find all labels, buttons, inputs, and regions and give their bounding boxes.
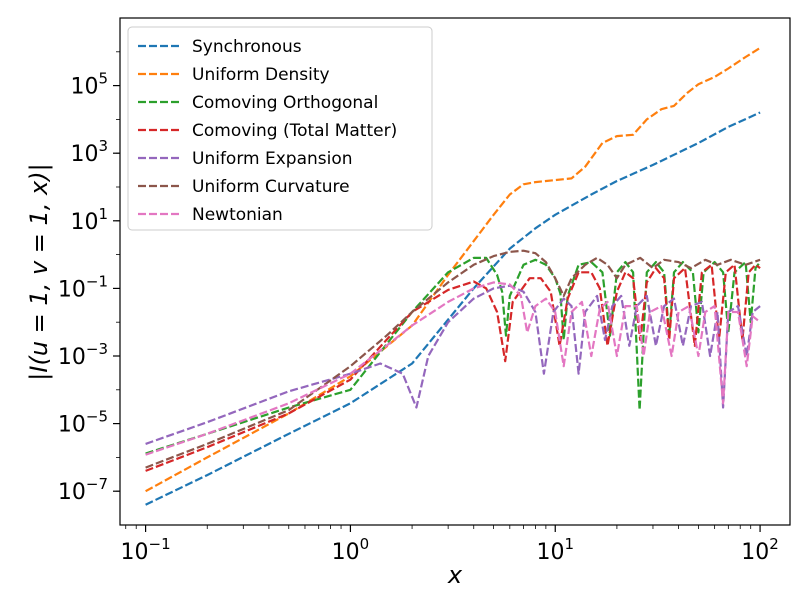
series-line-6 bbox=[145, 281, 761, 456]
y-tick-label-5: 103 bbox=[70, 137, 108, 167]
series-line-3 bbox=[145, 263, 761, 472]
legend: Synchronous Uniform Density Comoving Ortho… bbox=[127, 26, 433, 231]
series-line-1 bbox=[145, 46, 761, 493]
plot-frame bbox=[119, 17, 791, 526]
x-tick-label-1: 100 bbox=[332, 535, 370, 565]
y-tick-label-1: 10−5 bbox=[58, 408, 108, 438]
x-axis-label: x bbox=[447, 561, 463, 589]
legend-label-1: Uniform Density bbox=[192, 65, 330, 85]
legend-label-5: Uniform Curvature bbox=[192, 177, 350, 197]
legend-label-3: Comoving (Total Matter) bbox=[192, 121, 397, 141]
y-tick-label-0: 10−7 bbox=[58, 475, 108, 505]
series-line-5 bbox=[145, 249, 761, 469]
series-line-0 bbox=[145, 111, 761, 506]
series-line-4 bbox=[145, 284, 761, 445]
legend-label-2: Comoving Orthogonal bbox=[192, 93, 378, 113]
x-tick-label-2: 101 bbox=[536, 535, 574, 565]
legend-label-0: Synchronous bbox=[192, 37, 302, 57]
y-tick-label-2: 10−3 bbox=[58, 340, 108, 370]
legend-box bbox=[127, 26, 433, 231]
legend-label-6: Newtonian bbox=[192, 205, 283, 225]
series-layer bbox=[145, 46, 761, 506]
legend-label-4: Uniform Expansion bbox=[192, 149, 353, 169]
x-tick-label-3: 102 bbox=[741, 535, 779, 565]
y-tick-label-4: 101 bbox=[70, 205, 108, 235]
y-tick-label-3: 10−1 bbox=[58, 272, 108, 302]
y-axis-label: |I(u = 1, v = 1, x)| bbox=[25, 163, 53, 380]
x-tick-label-0: 10−1 bbox=[121, 535, 171, 565]
y-tick-label-6: 105 bbox=[70, 70, 108, 100]
ticks-layer: 10−1 100 101 102 10−7 10−5 10−3 10−1 101 103 105 bbox=[58, 51, 779, 565]
